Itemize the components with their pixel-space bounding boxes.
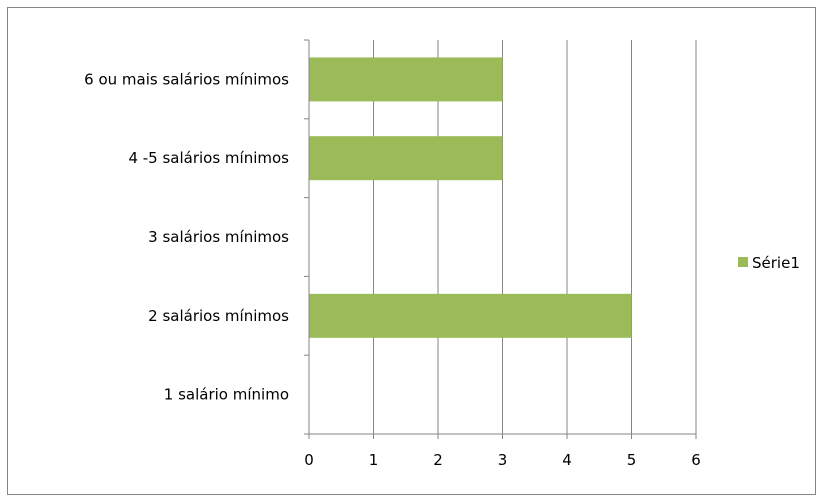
- x-tick-label: 5: [627, 451, 637, 469]
- tick-labels: 0 1 2 3 4 5 6: [304, 451, 701, 469]
- category-label: 3 salários mínimos: [148, 228, 289, 246]
- legend-label: Série1: [752, 254, 800, 272]
- x-tick-label: 3: [498, 451, 508, 469]
- x-tick-label: 1: [369, 451, 379, 469]
- category-label: 1 salário mínimo: [164, 386, 289, 404]
- x-tick-label: 6: [691, 451, 701, 469]
- category-labels: 1 salário mínimo 2 salários mínimos 3 salá…: [84, 70, 289, 403]
- bar: [309, 136, 503, 181]
- axes: [304, 39, 697, 439]
- category-label: 4 -5 salários mínimos: [128, 149, 289, 167]
- x-tick-label: 2: [433, 451, 443, 469]
- category-label: 6 ou mais salários mínimos: [84, 70, 289, 88]
- x-tick-label: 0: [304, 451, 314, 469]
- x-tick-label: 4: [562, 451, 572, 469]
- bar: [309, 57, 503, 102]
- legend: Série1: [738, 254, 800, 272]
- bars: [309, 57, 632, 338]
- legend-swatch: [738, 257, 748, 267]
- category-label: 2 salários mínimos: [148, 307, 289, 325]
- gridlines: [373, 40, 697, 434]
- bar: [309, 293, 632, 338]
